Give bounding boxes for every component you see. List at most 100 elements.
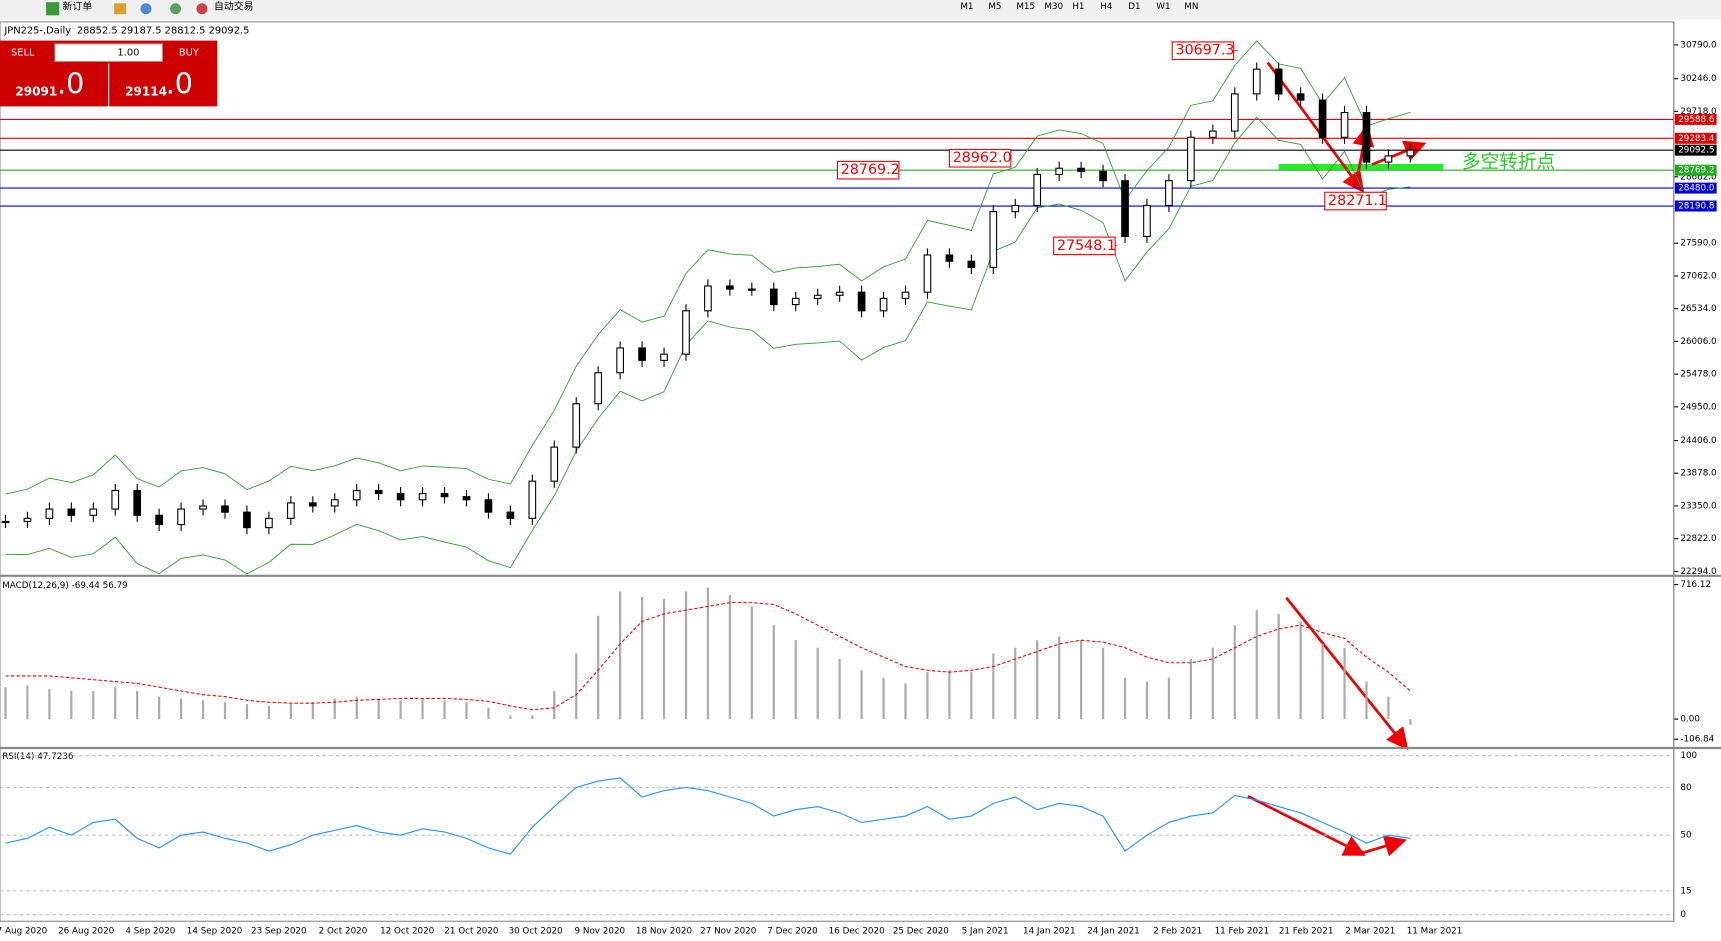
toolbar-icon[interactable] (114, 3, 127, 15)
macd-bar (926, 672, 929, 720)
y-tick-label: 30790.0 (1680, 40, 1716, 50)
macd-bar (333, 698, 336, 720)
candle (1230, 93, 1239, 132)
buy-price[interactable]: 29114 (125, 85, 167, 99)
candle (901, 291, 910, 299)
volume-input[interactable] (54, 43, 163, 62)
sell-fraction[interactable]: .0 (57, 68, 84, 101)
macd-bar (1233, 625, 1236, 720)
x-tick-label: 23 Sep 2020 (251, 927, 307, 937)
y-tick-label: 27590.0 (1680, 239, 1716, 249)
candle (462, 496, 471, 501)
main-chart: 30790.0 30246.0 29718.0 28662.0 27590.0 27062… (0, 40, 1717, 937)
new-order-icon[interactable] (46, 2, 60, 16)
timeframe[interactable]: M1 (960, 2, 973, 12)
candle (287, 502, 295, 519)
symbol: JPN225-,Daily (3, 26, 71, 37)
toolbar-icon[interactable] (170, 3, 182, 15)
macd-bar (1101, 647, 1105, 720)
macd-bar (1343, 647, 1346, 720)
candle (989, 211, 998, 268)
candle (1362, 111, 1371, 163)
macd-bar (904, 683, 907, 720)
x-tick-label: 14 Sep 2020 (187, 927, 243, 937)
macd-bar (1277, 613, 1280, 720)
annotation: 28962.0 (953, 150, 1012, 166)
signal-note: 多空转折点 (1462, 152, 1555, 173)
x-tick-label: 7 Aug 2020 (0, 927, 47, 937)
candle (813, 294, 822, 299)
candle (308, 502, 317, 507)
macd-bar (158, 696, 161, 720)
y-tick-label: 23878.0 (1680, 469, 1716, 479)
toolbar-icon[interactable] (140, 3, 152, 15)
timeframe[interactable]: MN (1184, 2, 1198, 12)
timeframe[interactable]: M15 (1016, 2, 1035, 12)
candle (440, 493, 449, 498)
new-order[interactable]: 新订单 (63, 0, 93, 13)
candle (1165, 180, 1173, 206)
x-tick-label: 24 Jan 2021 (1087, 927, 1140, 937)
candle (1143, 204, 1151, 237)
candle (704, 285, 712, 312)
macd-bar (684, 591, 688, 720)
buy-button[interactable]: BUY (179, 48, 200, 59)
y-tick-label: 27062.0 (1680, 271, 1716, 281)
candle (352, 489, 361, 501)
x-tick-label: 14 Jan 2021 (1023, 927, 1076, 937)
macd-bar (772, 625, 775, 720)
y-tick-label: 26534.0 (1680, 304, 1716, 314)
candle (396, 493, 405, 501)
candle (1208, 130, 1217, 138)
candle (1274, 68, 1283, 95)
sell-button[interactable]: SELL (11, 48, 35, 59)
y-tick-label: 50 (1680, 831, 1691, 841)
macd-bar (860, 670, 863, 720)
macd-bar (1014, 647, 1017, 720)
y-tick-label: 22822.0 (1680, 534, 1716, 544)
y-tick-label: -106.84 (1680, 735, 1714, 745)
x-tick-label: 30 Oct 2020 (509, 927, 563, 937)
timeframe[interactable]: D1 (1128, 2, 1140, 12)
x-tick-label: 27 Nov 2020 (700, 927, 756, 937)
candle (199, 505, 207, 510)
x-tick-label: 21 Oct 2020 (444, 927, 498, 937)
candle (1121, 180, 1129, 237)
x-tick-label: 25 Dec 2020 (893, 927, 949, 937)
auto-trading[interactable]: 自动交易 (214, 0, 253, 13)
timeframe[interactable]: W1 (1156, 2, 1170, 12)
x-tick-label: 2 Feb 2021 (1153, 927, 1202, 937)
y-tick-label: 0.00 (1680, 715, 1700, 725)
volume[interactable]: 1.00 (117, 48, 139, 59)
price-label-bg (1674, 144, 1717, 156)
buy-fraction[interactable]: .0 (166, 68, 193, 101)
price-label-bg (1674, 200, 1717, 212)
macd-bar (70, 690, 73, 720)
y-tick-label: 26006.0 (1680, 337, 1716, 347)
x-tick-label: 11 Feb 2021 (1215, 927, 1270, 937)
macd-bar (92, 690, 95, 720)
macd-bar (750, 606, 753, 720)
x-tick-label: 21 Feb 2021 (1279, 927, 1334, 937)
sell-price[interactable]: 29091 (15, 85, 57, 99)
timeframe[interactable]: M30 (1044, 2, 1063, 12)
annotation-box (1053, 236, 1116, 256)
candle (23, 517, 32, 523)
macd-bar (838, 658, 841, 720)
candle (221, 505, 229, 513)
x-tick-label: 4 Sep 2020 (125, 927, 175, 937)
macd-bar (223, 702, 227, 720)
timeframe[interactable]: H4 (1100, 2, 1113, 12)
x-tick-label: 2 Mar 2021 (1345, 927, 1395, 937)
auto-trading-icon[interactable] (196, 3, 208, 15)
macd-bar (421, 698, 424, 720)
candle (243, 511, 251, 529)
timeframe[interactable]: H1 (1072, 2, 1084, 12)
candle (330, 499, 339, 507)
timeframe[interactable]: M5 (988, 2, 1001, 12)
candle (923, 254, 932, 293)
macd-bar (1058, 636, 1061, 720)
ohlc: 28852.5 29187.5 28812.5 29092.5 (77, 26, 250, 37)
candle (1296, 93, 1305, 101)
